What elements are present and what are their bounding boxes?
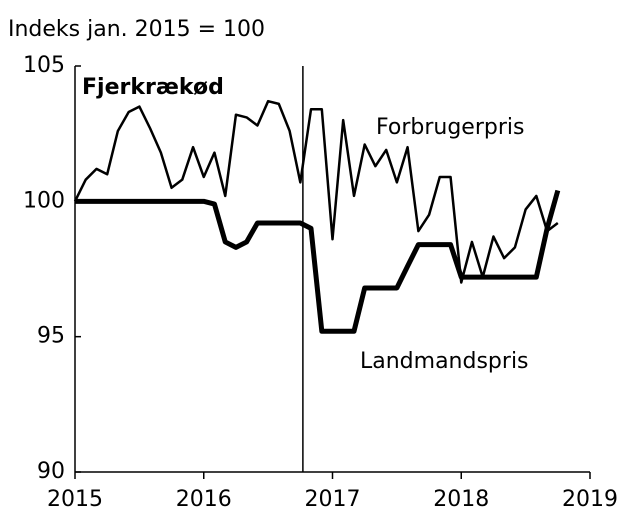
series-label: Landmandspris bbox=[360, 349, 529, 374]
series-label: Forbrugerpris bbox=[376, 115, 524, 140]
x-tick-label: 2016 bbox=[176, 487, 232, 512]
series-line bbox=[73, 99, 559, 284]
x-tick-label: 2017 bbox=[305, 487, 361, 512]
y-tick-label: 105 bbox=[23, 53, 65, 78]
series-line bbox=[75, 189, 561, 334]
x-tick-label: 2019 bbox=[562, 487, 618, 512]
y-tick-label: 100 bbox=[23, 188, 65, 213]
x-tick-label: 2015 bbox=[47, 487, 103, 512]
chart-title: Fjerkrækød bbox=[82, 75, 224, 100]
x-tick-label: 2018 bbox=[433, 487, 489, 512]
y-tick-label: 90 bbox=[37, 459, 65, 484]
y-tick-label: 95 bbox=[37, 324, 65, 349]
y-axis-label: Indeks jan. 2015 = 100 bbox=[8, 17, 265, 42]
